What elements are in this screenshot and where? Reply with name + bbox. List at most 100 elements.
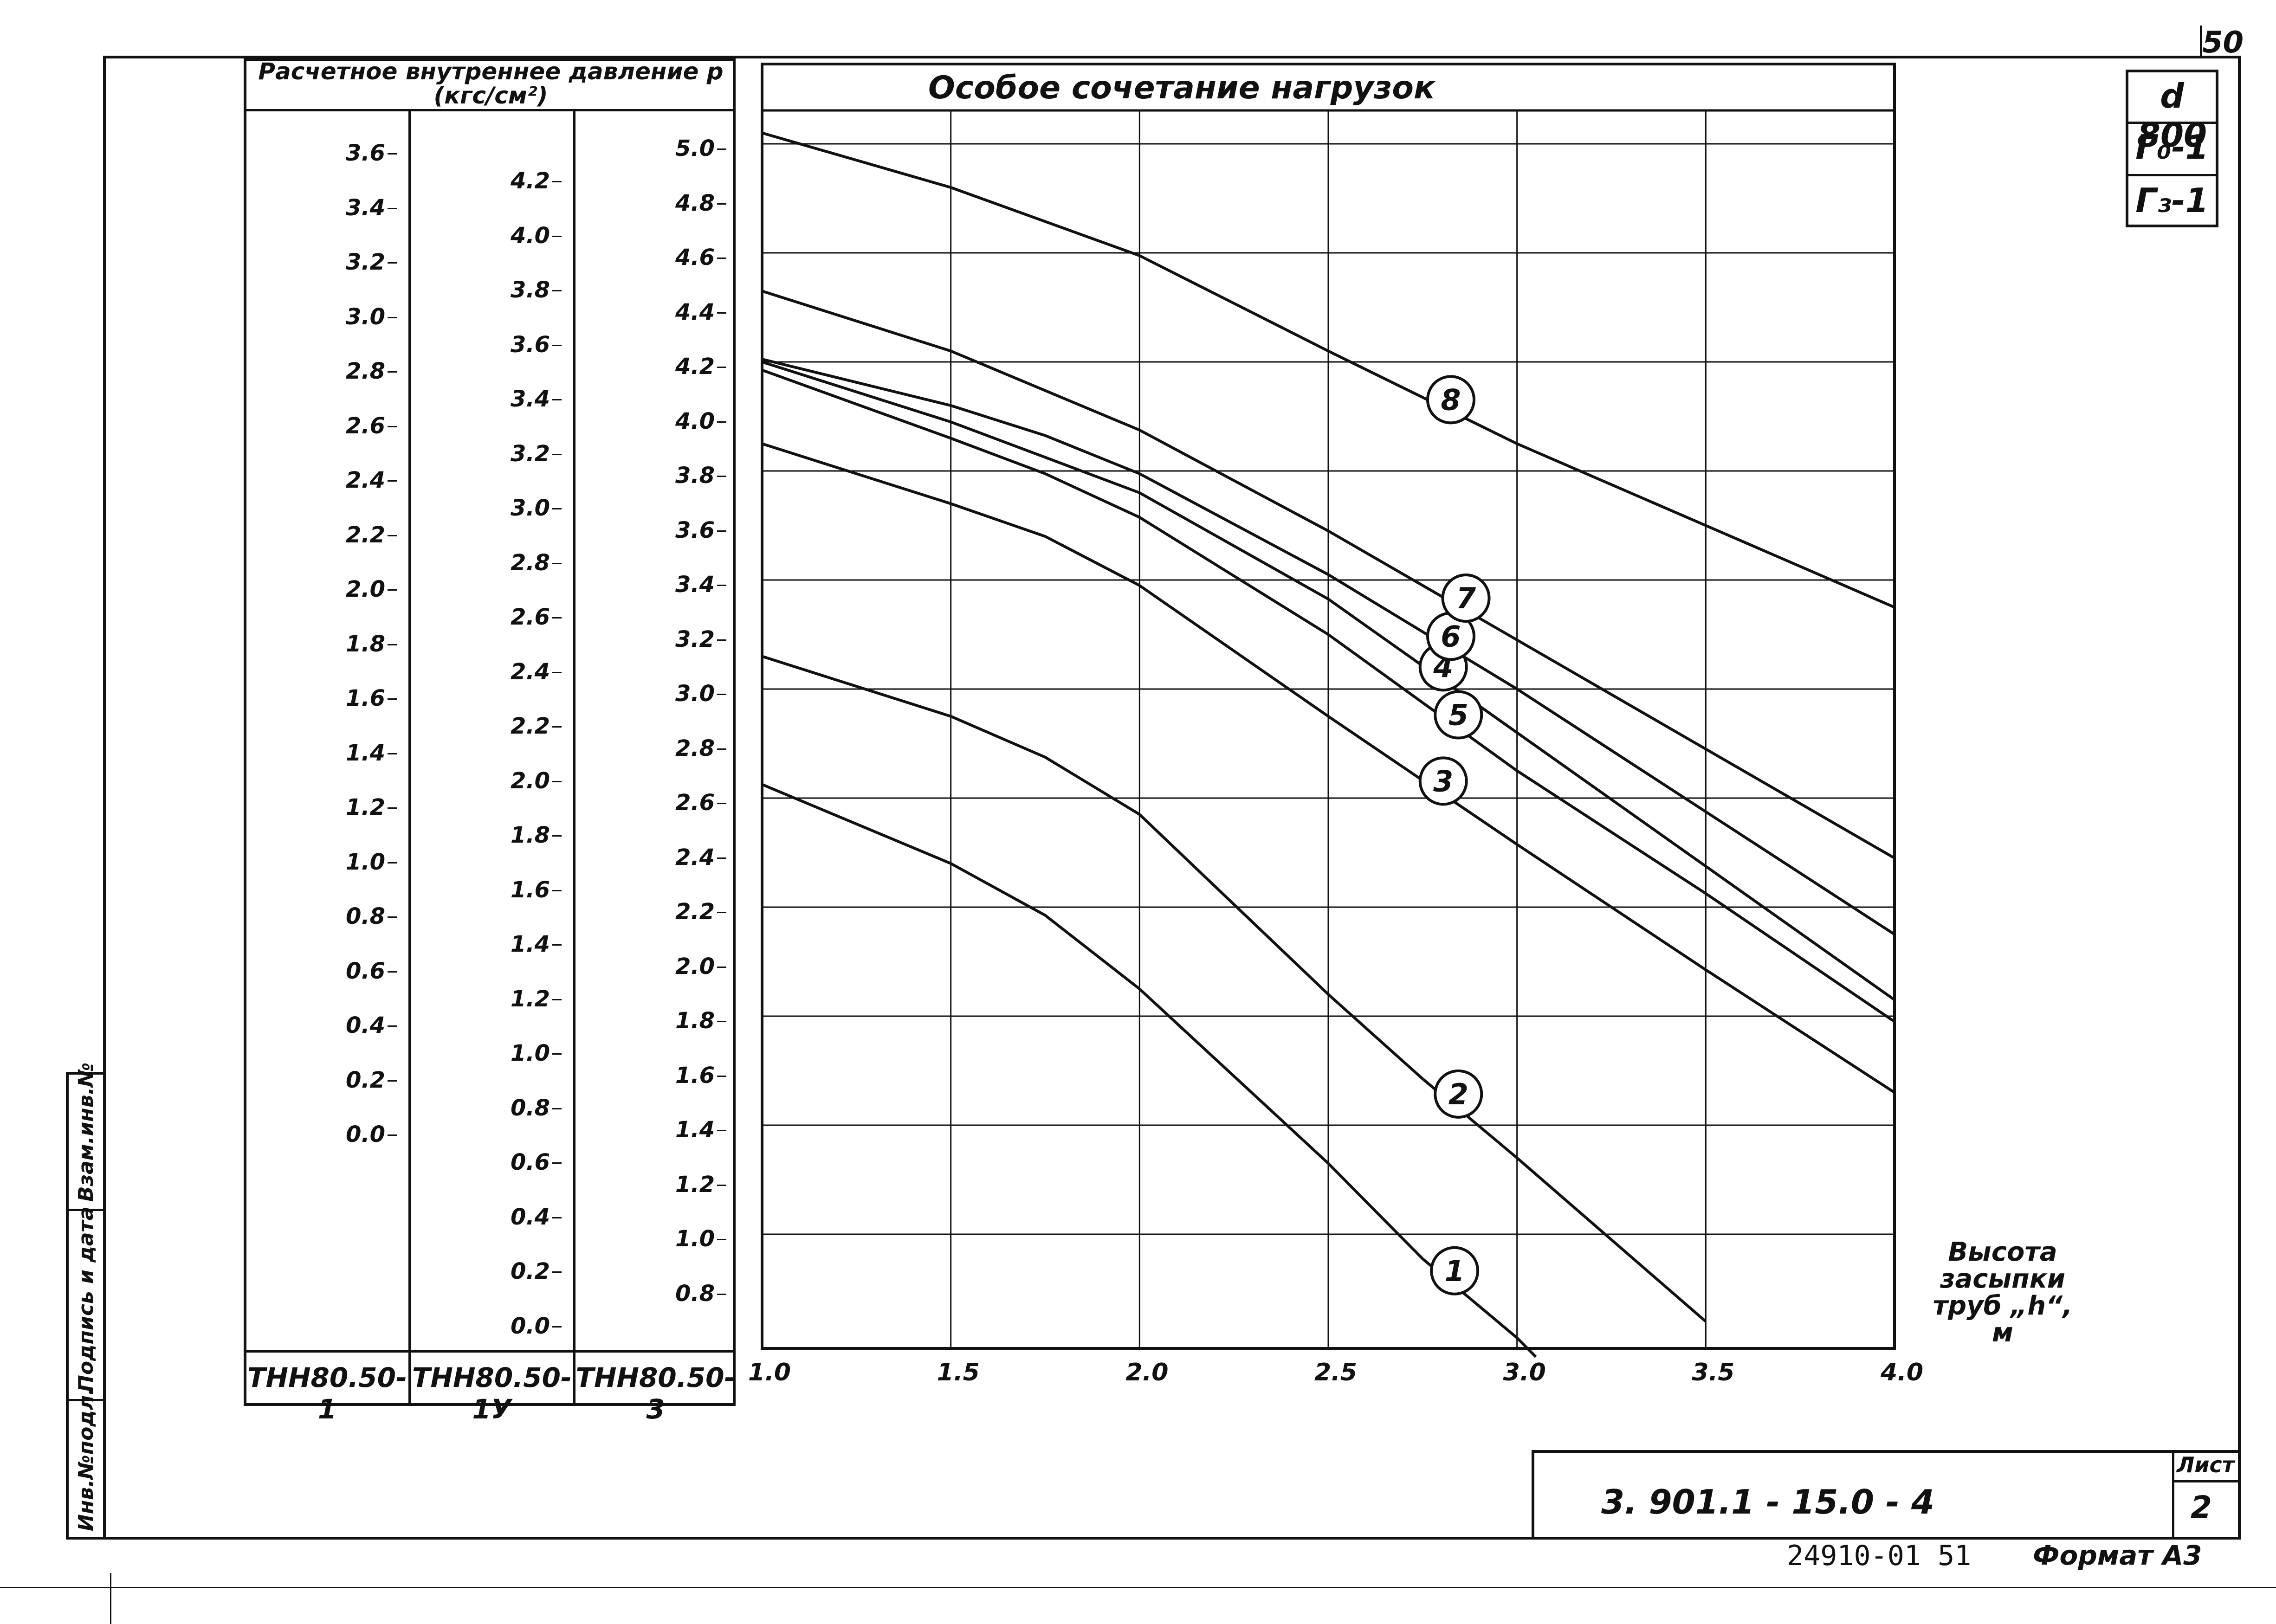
pressure-tick-label: 4.0: [510, 222, 550, 249]
pressure-tick-mark: [717, 1184, 726, 1186]
stamp-column: [2126, 70, 2218, 227]
pressure-tick-label: 0.8: [345, 903, 385, 929]
pressure-tick-mark: [552, 835, 562, 837]
pressure-table-header: Расчетное внутреннее давление р (кгс/см²…: [258, 58, 724, 109]
pressure-tick-mark: [717, 748, 726, 750]
pressure-tick-mark: [552, 508, 562, 509]
pressure-tick-mark: [552, 726, 562, 728]
title-block-divider-v: [2172, 1450, 2174, 1540]
stamp-g0: Г₀-1: [2135, 128, 2209, 167]
pressure-tick-mark: [388, 971, 397, 973]
pressure-tick-mark: [717, 912, 726, 913]
pressure-tick-mark: [552, 1053, 562, 1055]
pressure-tick-mark: [717, 585, 726, 586]
pressure-tick-label: 3.0: [510, 495, 550, 521]
pressure-tick-label: 0.8: [510, 1095, 550, 1121]
series-marker-3: [1418, 756, 1468, 806]
x-tick-label: 4.0: [1880, 1359, 1923, 1386]
pressure-tick-mark: [717, 367, 726, 368]
pressure-tick-label: 2.0: [345, 576, 385, 602]
pressure-tick-label: 2.2: [675, 899, 715, 925]
pressure-tick-label: 1.0: [510, 1040, 550, 1066]
pressure-tick-mark: [552, 1271, 562, 1273]
pressure-tick-label: 1.6: [345, 685, 385, 711]
pressure-tick-label: 3.2: [345, 249, 385, 275]
pressure-tick-label: 4.2: [675, 354, 715, 380]
pressure-tick-label: 3.6: [675, 517, 715, 543]
x-tick-label: 3.0: [1503, 1359, 1546, 1386]
pressure-tick-mark: [388, 916, 397, 918]
x-tick-label: 1.0: [748, 1359, 791, 1386]
series-marker-5: [1434, 690, 1483, 740]
bottom-trim-tick: [110, 1573, 111, 1624]
series-line-2: [762, 655, 1707, 1323]
stamp-diameter: d 800: [2137, 77, 2207, 155]
x-tick-label: 2.5: [1314, 1359, 1357, 1386]
series-line-5: [761, 368, 1895, 1023]
x-tick-label: 1.5: [937, 1359, 980, 1386]
pressure-tick-label: 0.2: [345, 1067, 385, 1093]
pressure-tick-label: 2.4: [510, 658, 550, 685]
pressure-tick-mark: [717, 1239, 726, 1240]
pressure-tick-label: 1.8: [675, 1008, 715, 1034]
series-label-6: 6: [1441, 619, 1461, 653]
pressure-tick-label: 2.2: [510, 713, 550, 739]
pressure-col-divider-2: [573, 109, 575, 1406]
pressure-tick-mark: [388, 753, 397, 754]
sheet-format: Формат А3: [2033, 1540, 2202, 1571]
stamp-divider-2: [2126, 174, 2218, 176]
pressure-tick-label: 3.0: [675, 681, 715, 707]
pressure-tick-mark: [552, 344, 562, 346]
series-line-3: [762, 442, 1895, 1094]
pressure-tick-label: 1.2: [510, 986, 550, 1012]
pressure-tick-label: 2.6: [675, 790, 715, 816]
pressure-tick-label: 4.0: [675, 408, 715, 434]
bottom-trim-line: [0, 1587, 2276, 1588]
series-label-3: 3: [1433, 764, 1453, 798]
pressure-tick-mark: [717, 312, 726, 314]
pressure-tick-mark: [552, 671, 562, 673]
pressure-tick-mark: [717, 1130, 726, 1131]
pressure-tick-mark: [552, 181, 562, 182]
pressure-table-footer-line: [244, 1350, 736, 1353]
pressure-col-divider-1: [408, 109, 411, 1406]
pressure-tick-mark: [388, 153, 397, 155]
pressure-tick-label: 2.4: [675, 844, 715, 870]
pressure-tick-mark: [717, 476, 726, 477]
pressure-tick-label: 0.8: [675, 1280, 715, 1307]
pressure-tick-mark: [717, 1293, 726, 1295]
pressure-tick-label: 2.8: [345, 358, 385, 384]
series-label-8: 8: [1441, 383, 1461, 417]
pressure-tick-label: 3.4: [345, 194, 385, 221]
pressure-tick-mark: [552, 1108, 562, 1109]
pressure-tick-label: 4.2: [510, 168, 550, 194]
pressure-tick-label: 1.4: [675, 1117, 715, 1143]
pressure-table-header-line: [244, 109, 736, 111]
pressure-tick-label: 1.6: [675, 1062, 715, 1089]
pressure-tick-label: 4.4: [675, 299, 715, 325]
series-label-7: 7: [1456, 581, 1476, 615]
pressure-tick-mark: [717, 857, 726, 859]
pressure-tick-mark: [717, 1021, 726, 1022]
pressure-tick-mark: [552, 617, 562, 619]
document-code: 3. 901.1 - 15.0 - 4: [1601, 1482, 1935, 1521]
series-marker-2: [1434, 1069, 1483, 1119]
stamp-g3: Г₃-1: [2135, 181, 2209, 220]
pressure-tick-label: 3.0: [345, 303, 385, 330]
pressure-tick-label: 2.0: [675, 953, 715, 980]
chart-title: Особое сочетание нагрузок: [928, 70, 1436, 106]
pressure-tick-mark: [552, 780, 562, 782]
pressure-tick-mark: [552, 453, 562, 455]
pressure-tick-mark: [717, 1075, 726, 1077]
chart-x-axis-label: Высота засыпки труб „h“, м: [1933, 1237, 2073, 1348]
pressure-col-2-name: ТНН80.50-1У: [412, 1362, 572, 1425]
pressure-tick-mark: [388, 1025, 397, 1027]
pressure-tick-mark: [717, 803, 726, 804]
pressure-tick-mark: [552, 562, 562, 564]
pressure-tick-mark: [552, 944, 562, 946]
pressure-tick-label: 1.4: [345, 740, 385, 766]
pressure-tick-label: 0.6: [345, 958, 385, 984]
pressure-table: [244, 58, 736, 1406]
side-stamp-divider-1: [66, 1209, 106, 1211]
